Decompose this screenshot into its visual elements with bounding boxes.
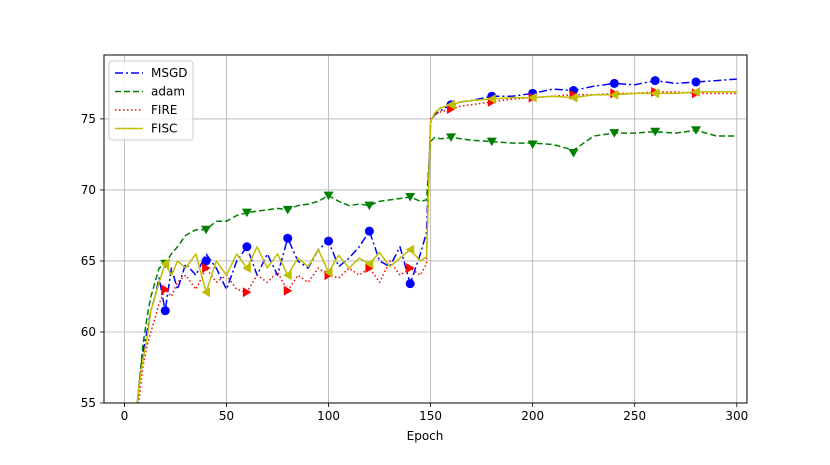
data-point-adam — [690, 126, 701, 135]
data-point-adam — [405, 193, 416, 202]
legend-box — [108, 60, 194, 141]
data-point-fire — [283, 285, 293, 296]
data-point-fisc — [446, 99, 456, 110]
y-tick-label: 60 — [81, 325, 96, 339]
data-point-fire — [365, 263, 374, 274]
data-point-adam — [527, 140, 538, 149]
legend-label-fire: FIRE — [151, 103, 177, 117]
x-tick-label: 150 — [419, 409, 442, 423]
data-point-fisc — [405, 244, 415, 255]
series-fisc — [136, 86, 737, 403]
data-point-fire — [161, 284, 170, 295]
data-point-msgd — [691, 77, 701, 87]
data-point-fisc — [324, 267, 333, 278]
data-point-adam — [364, 201, 375, 211]
data-point-fisc — [609, 89, 619, 100]
data-point-msgd — [609, 78, 619, 88]
series-line-adam — [136, 129, 737, 403]
legend: MSGD adam FIRE FISC — [108, 60, 194, 141]
data-point-fisc — [528, 92, 537, 103]
data-point-msgd — [201, 256, 211, 266]
data-point-adam — [446, 133, 457, 142]
data-point-adam — [650, 127, 661, 137]
data-point-fire — [406, 263, 415, 274]
data-point-fire — [202, 263, 211, 274]
x-tick-label: 250 — [623, 409, 646, 423]
data-point-fisc — [691, 86, 700, 97]
plot-frame — [103, 54, 748, 404]
data-point-adam — [201, 225, 212, 235]
data-point-fisc — [242, 263, 251, 274]
plot-area — [104, 55, 747, 403]
data-point-fire — [242, 287, 252, 298]
data-point-adam — [568, 149, 579, 158]
data-point-msgd — [242, 242, 252, 252]
series-line-msgd — [136, 78, 737, 403]
data-point-fisc — [283, 270, 292, 281]
data-point-fisc — [568, 92, 578, 103]
series-line-fisc — [136, 91, 737, 403]
x-tick-label: 200 — [521, 409, 544, 423]
data-point-msgd — [160, 306, 170, 316]
data-point-msgd — [283, 233, 293, 243]
y-tick-label: 55 — [81, 396, 96, 410]
data-point-msgd — [324, 236, 334, 246]
legend-label-msgd: MSGD — [151, 66, 188, 80]
data-point-msgd — [364, 226, 374, 236]
x-tick-label: 0 — [121, 409, 129, 423]
data-point-fisc — [160, 258, 170, 269]
x-tick-label: 100 — [317, 409, 340, 423]
x-tick-label: 50 — [219, 409, 234, 423]
data-point-fisc — [487, 94, 496, 105]
data-point-adam — [282, 205, 293, 215]
legend-label-fisc: FISC — [151, 122, 177, 136]
data-point-adam — [486, 137, 497, 147]
data-point-fisc — [201, 287, 211, 298]
data-point-adam — [609, 129, 620, 138]
data-point-msgd — [405, 279, 415, 289]
series-layer — [136, 76, 737, 403]
data-point-adam — [323, 191, 334, 201]
data-point-adam — [241, 208, 252, 218]
y-tick-label: 65 — [81, 254, 96, 268]
series-line-fire — [137, 91, 737, 403]
x-axis-label: Epoch — [407, 429, 444, 443]
axis-ticks: 0 50 100 150 200 250 300 55 60 65 70 75 — [81, 112, 749, 423]
data-point-msgd — [650, 76, 660, 86]
data-point-fire — [447, 103, 456, 114]
legend-label-adam: adam — [151, 85, 185, 99]
y-tick-label: 75 — [81, 112, 96, 126]
x-tick-label: 300 — [725, 409, 748, 423]
data-point-fisc — [364, 258, 374, 269]
data-point-fisc — [650, 88, 660, 99]
y-tick-label: 70 — [81, 183, 96, 197]
